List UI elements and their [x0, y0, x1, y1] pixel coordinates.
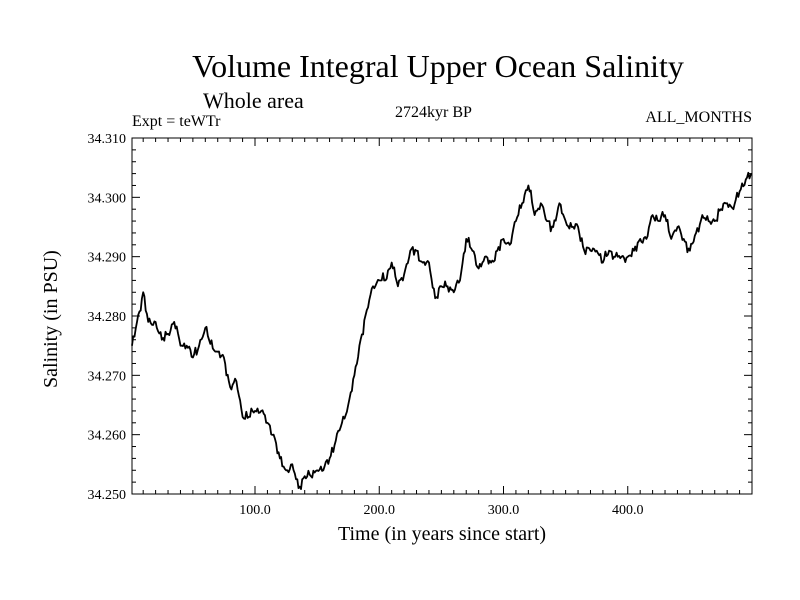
salinity-series-line: [131, 171, 753, 490]
axis-tick-labels: 100.0 200.0 300.0 400.0 34.250 34.260 34.270 34…: [88, 132, 644, 518]
chart-title: Volume Integral Upper Ocean Salinity: [192, 48, 684, 84]
months-label: ALL_MONTHS: [645, 109, 752, 126]
y-tick-label: 34.300: [88, 191, 127, 206]
chart-subtitle: Whole area: [203, 88, 304, 113]
x-tick-label: 300.0: [488, 503, 520, 518]
x-axis-label: Time (in years since start): [337, 523, 547, 545]
y-tick-label: 34.260: [88, 429, 127, 444]
y-tick-label: 34.280: [88, 310, 127, 325]
y-tick-label: 34.310: [88, 132, 127, 147]
y-tick-label: 34.270: [88, 369, 127, 384]
plot-frame: [131, 137, 753, 495]
y-tick-label: 34.250: [88, 488, 127, 503]
x-tick-label: 100.0: [239, 503, 271, 518]
x-tick-label: 200.0: [364, 503, 396, 518]
x-tick-label: 400.0: [612, 503, 644, 518]
expt-label: Expt = teWTr: [132, 113, 221, 130]
y-tick-label: 34.290: [88, 251, 127, 266]
time-period-label: 2724kyr BP: [395, 104, 472, 121]
axis-ticks: [132, 138, 752, 494]
